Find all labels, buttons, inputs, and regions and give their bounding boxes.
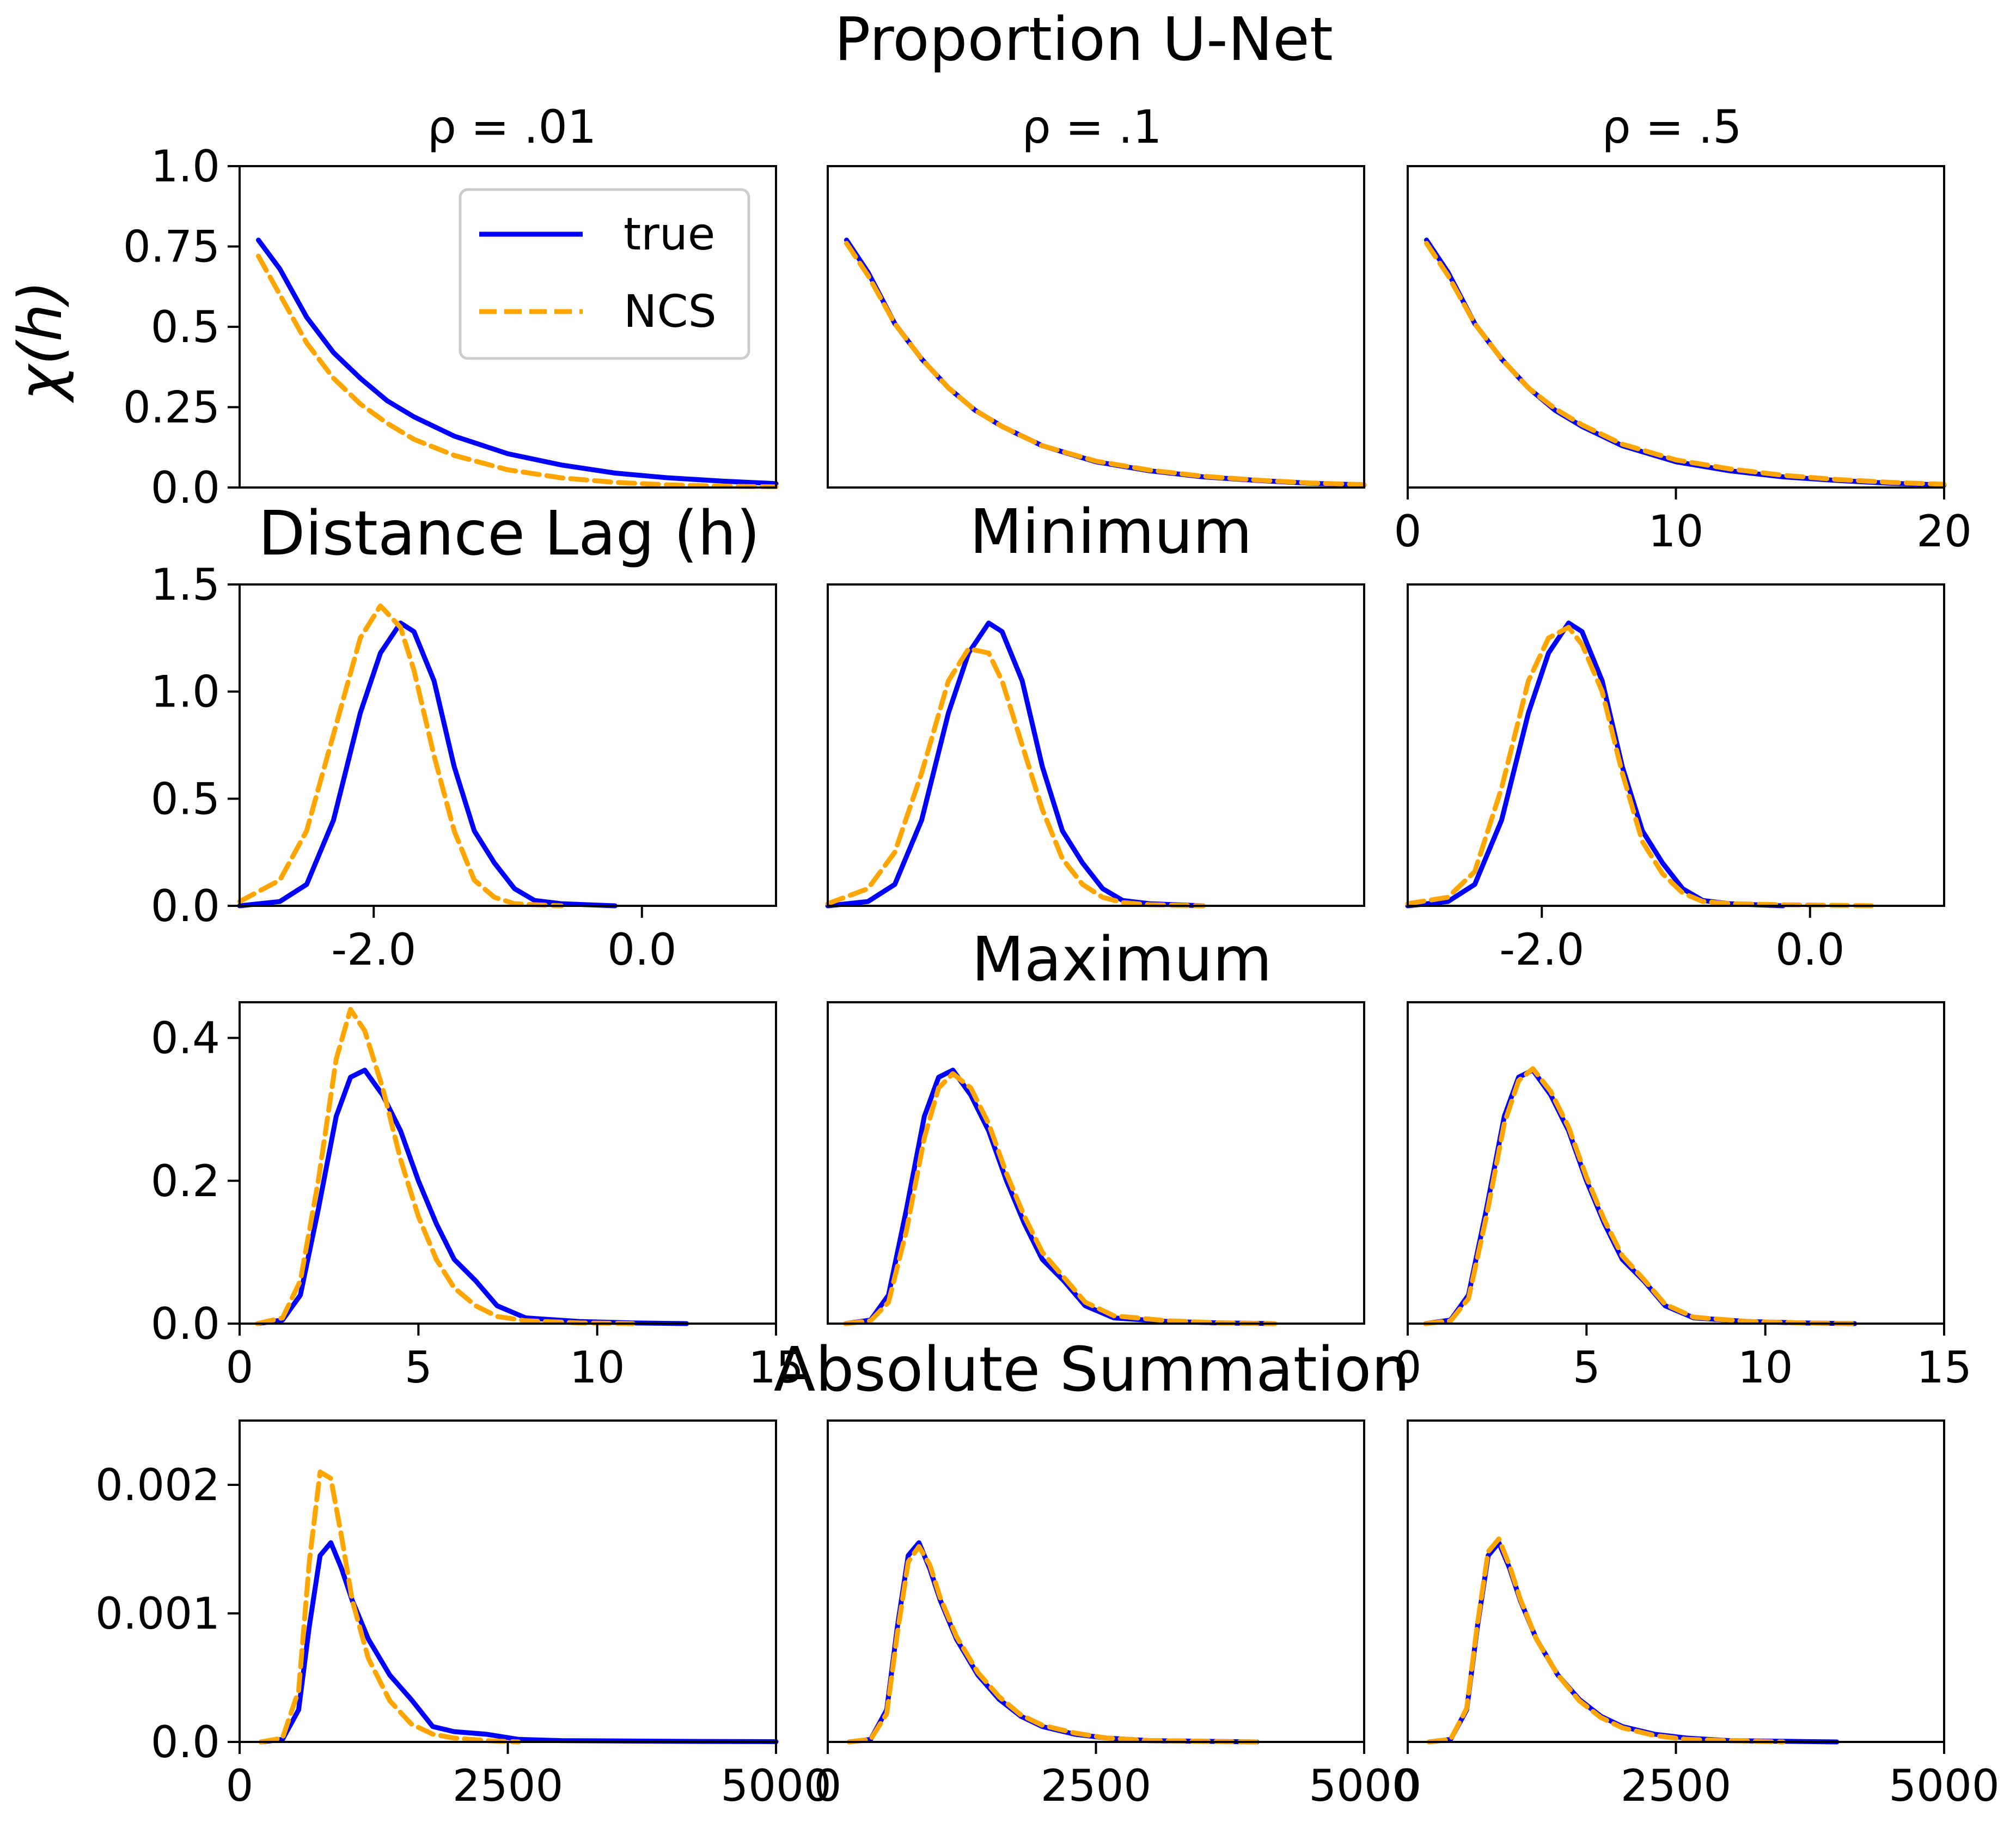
x-tick-label: 10 (1738, 1342, 1793, 1393)
axes-frame (239, 583, 777, 907)
y-tick-label: 0.001 (95, 1588, 220, 1639)
y-tick-label: 0.002 (95, 1460, 220, 1510)
y-tick-label: 0.5 (151, 302, 220, 352)
true-line (846, 1540, 1260, 1745)
x-tick-label: 0 (1394, 506, 1422, 557)
panel-r1-c2 (827, 165, 1367, 489)
column-title-rho-01: ρ = .01 (427, 100, 597, 154)
panel-grid: 0.00.250.50.751.00 10 200.00.51.01.5-2.0 0.… (95, 141, 2000, 1811)
column-title-rho-5: ρ = .5 (1602, 100, 1742, 154)
y-tick-label: 0.2 (151, 1156, 220, 1207)
ncs-line (844, 241, 1367, 488)
x-tick-label: 5000 (1889, 1760, 2000, 1811)
row-title-absolute-summation: Absolute Summation (774, 1335, 1410, 1405)
panel-r3-c1: 0.0 0.2 0.4 0 5 10 15 (151, 1001, 804, 1393)
axes-frame (827, 1419, 1365, 1743)
panel-r3-c2 (827, 1001, 1365, 1326)
x-tick-label: -2.0 (331, 924, 416, 975)
panel-r2-c3: -2.0 0.0 (1405, 583, 1945, 975)
ncs-line (255, 1007, 636, 1326)
ncs-line (825, 646, 1206, 909)
panel-r4-c1: 0.0 0.001 0.002 0 2500 5000 (95, 1419, 832, 1811)
axes-frame (827, 583, 1365, 907)
x-tick-label: 0 (1394, 1760, 1422, 1811)
x-tick-label: 20 (1916, 506, 1972, 557)
x-tick-label: 5 (405, 1342, 432, 1393)
x-tick-label: -2.0 (1499, 924, 1584, 975)
true-line (843, 1068, 1278, 1326)
panel-r2-c1: 0.0 0.5 1.0 1.5 -2.0 0.0 (151, 559, 777, 975)
legend-ncs-label: NCS (624, 286, 717, 338)
axes-frame (1407, 583, 1945, 907)
axes-frame (827, 165, 1365, 489)
x-tick-label: 2500 (453, 1760, 564, 1811)
true-line (256, 237, 779, 486)
x-tick-label: 5000 (1309, 1760, 1420, 1811)
y-tick-label: 0.0 (151, 462, 220, 513)
y-tick-label: 0.0 (151, 1717, 220, 1768)
axes-frame (1407, 1419, 1945, 1743)
ncs-line (258, 1469, 521, 1745)
y-tick-label: 0.0 (151, 881, 220, 931)
ncs-line (846, 1544, 1260, 1745)
ncs-line (1405, 625, 1880, 909)
y-tick-label: 0.0 (151, 1299, 220, 1349)
x-tick-label: 5 (1573, 1342, 1600, 1393)
axes-frame (1407, 1001, 1945, 1325)
ncs-line (1424, 241, 1947, 487)
x-tick-label: 0 (814, 1760, 842, 1811)
ncs-line (256, 253, 779, 490)
legend-true-label: true (624, 209, 715, 260)
axes-frame (827, 1001, 1365, 1325)
ncs-line (1423, 1066, 1858, 1326)
row-title-minimum: Minimum (969, 497, 1252, 568)
ncs-line (237, 603, 564, 909)
x-tick-label: 0.0 (1775, 924, 1844, 975)
x-tick-label: 0 (1394, 1342, 1422, 1393)
y-tick-label: 1.5 (151, 559, 220, 610)
figure-title: Proportion U-Net (834, 4, 1333, 74)
y-tick-label: 1.0 (151, 141, 220, 192)
panel-r1-c1: 0.0 0.25 0.5 0.75 1.0 (123, 141, 779, 513)
row-title-maximum: Maximum (972, 924, 1272, 995)
true-line (255, 1068, 689, 1326)
x-tick-label: 10 (570, 1342, 625, 1393)
x-tick-label: 0.0 (607, 924, 676, 975)
x-tick-label: 0 (226, 1760, 254, 1811)
true-line (237, 620, 618, 909)
x-tick-label: 2500 (1041, 1760, 1152, 1811)
row-title-distance-lag: Distance Lag (h) (258, 498, 760, 569)
true-line (1405, 620, 1786, 909)
axes-frame (239, 1419, 777, 1743)
x-tick-label: 2500 (1621, 1760, 1732, 1811)
column-title-rho-1: ρ = .1 (1022, 100, 1162, 154)
y-tick-label: 0.4 (151, 1013, 220, 1064)
axes-frame (239, 1001, 777, 1325)
ncs-line (843, 1071, 1278, 1326)
x-tick-label: 10 (1648, 506, 1704, 557)
x-tick-label: 0 (226, 1342, 254, 1393)
x-tick-label: 15 (1916, 1342, 1972, 1393)
panel-r4-c2: 0 2500 5000 (814, 1419, 1420, 1811)
true-line (1426, 1540, 1840, 1745)
legend: true NCS (459, 188, 750, 360)
ncs-line (1426, 1536, 1786, 1745)
x-tick-label: 5000 (720, 1760, 832, 1811)
panel-r4-c3: 0 2500 5000 (1394, 1419, 2000, 1811)
y-tick-label: 0.5 (151, 773, 220, 824)
y-tick-label: 0.75 (123, 222, 220, 272)
y-axis-label: χ(h) (5, 281, 75, 404)
x-tick-label: 15 (748, 1342, 804, 1393)
panel-r3-c3: 0 5 10 15 (1394, 1001, 1972, 1393)
true-line (258, 1540, 779, 1745)
panel-r1-c3: 0 10 20 (1394, 165, 1972, 557)
y-tick-label: 1.0 (151, 667, 220, 717)
panel-r2-c2 (825, 583, 1365, 909)
true-line (825, 620, 1206, 909)
y-tick-label: 0.25 (123, 382, 220, 433)
axes-frame (1407, 165, 1945, 489)
